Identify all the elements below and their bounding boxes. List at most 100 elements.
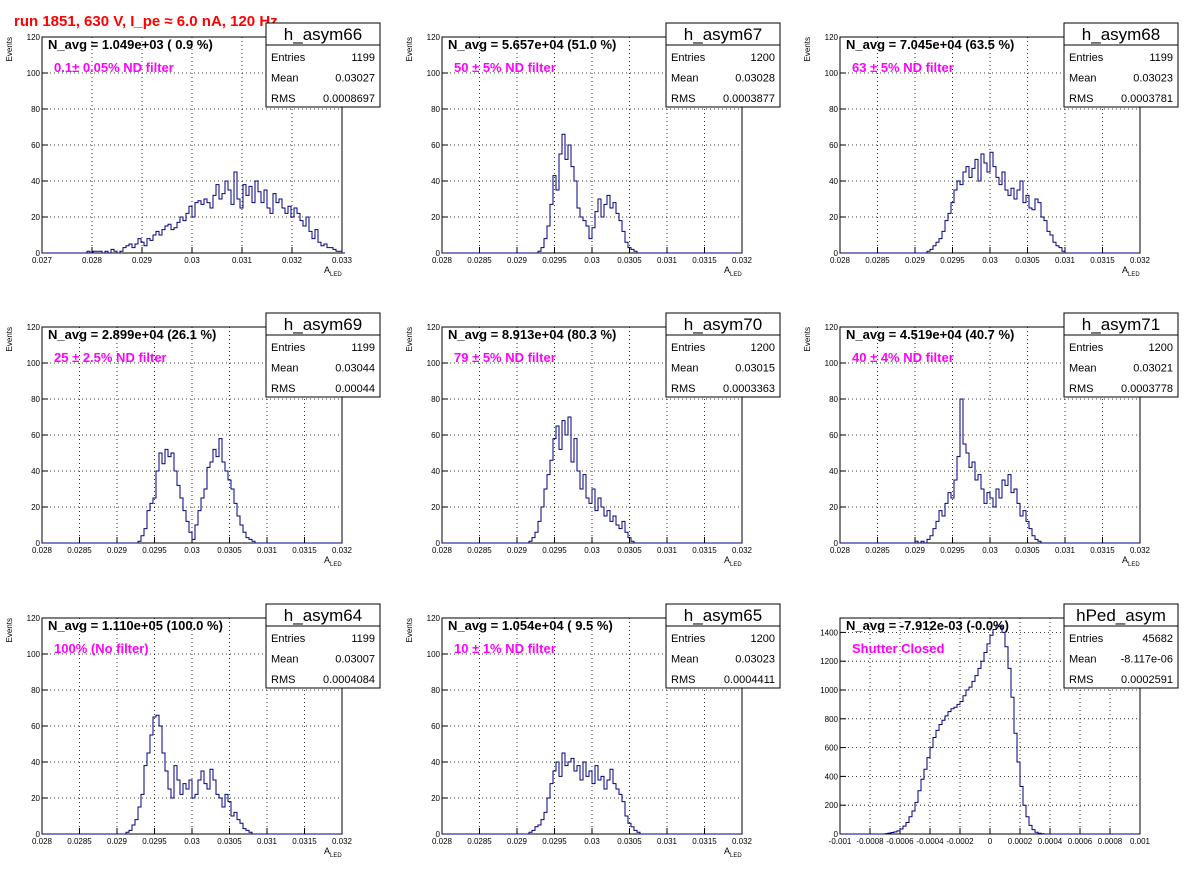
y-tick-label: 20 xyxy=(829,503,838,512)
y-tick-label: 100 xyxy=(825,69,839,78)
stats-mean-label: Mean xyxy=(671,654,699,666)
y-tick-label: 60 xyxy=(31,722,40,731)
histogram-name: h_asym66 xyxy=(284,25,362,44)
x-tick-label: 0.0315 xyxy=(692,546,717,555)
stats-box xyxy=(265,603,381,689)
x-tick-label: 0.028 xyxy=(432,256,453,265)
stats-mean-label: Mean xyxy=(271,654,299,666)
y-axis-label: Events xyxy=(405,327,414,351)
stats-entries-value: 1200 xyxy=(1149,342,1173,354)
y-tick-label: 20 xyxy=(431,503,440,512)
x-tick-label: 0.0305 xyxy=(617,837,642,846)
y-tick-label: 120 xyxy=(27,614,41,623)
y-tick-label: 40 xyxy=(431,177,440,186)
x-tick-label: 0.0285 xyxy=(865,256,890,265)
x-axis-label: A xyxy=(324,265,330,275)
x-axis-label: A xyxy=(1122,555,1128,565)
x-tick-label: 0.029 xyxy=(507,837,528,846)
y-tick-label: 60 xyxy=(431,431,440,440)
histogram-panel-h_asym69: 0.028 0.0285 0.029 0.0295 0.03 0.0305 0.031 0.0… xyxy=(5,312,381,568)
histogram-panel-h_asym64: 0.028 0.0285 0.029 0.0295 0.03 0.0305 0.031 0.0… xyxy=(5,603,381,859)
histogram-name: h_asym65 xyxy=(684,606,762,625)
histogram-series xyxy=(442,752,742,835)
stats-rms-label: RMS xyxy=(271,93,295,105)
y-tick-label: 40 xyxy=(31,467,40,476)
filter-annotation: 0.1± 0.05% ND filter xyxy=(54,60,174,75)
x-tick-label: 0.032 xyxy=(732,546,753,555)
y-tick-label: 0 xyxy=(36,539,41,548)
x-axis-label-subscript: LED xyxy=(1128,272,1140,278)
stats-rms-value: 0.0003781 xyxy=(1121,93,1173,105)
stats-rms-value: 0.0003877 xyxy=(723,93,775,105)
x-tick-label: 0.03 xyxy=(184,256,200,265)
x-tick-label: -0.0002 xyxy=(946,837,974,846)
histogram-series xyxy=(840,624,1140,835)
filter-annotation: 40 ± 4% ND filter xyxy=(852,350,954,365)
histogram-series xyxy=(42,714,342,835)
stats-box xyxy=(665,312,781,398)
y-tick-label: 1400 xyxy=(820,628,838,637)
histogram-panel-h_asym66: 0.027 0.028 0.029 0.03 0.031 0.032 0.033 0 20 40 6… xyxy=(5,22,381,278)
y-tick-label: 20 xyxy=(829,213,838,222)
x-tick-label: -0.001 xyxy=(829,837,852,846)
stats-mean-label: Mean xyxy=(1069,363,1097,375)
x-tick-label: 0.028 xyxy=(32,546,53,555)
navg-label: N_avg = 1.054e+04 ( 9.5 %) xyxy=(448,618,613,633)
y-tick-label: 40 xyxy=(431,467,440,476)
x-tick-label: 0.03 xyxy=(184,837,200,846)
x-tick-label: 0.0315 xyxy=(1090,256,1115,265)
x-tick-label: 0.0295 xyxy=(142,837,167,846)
x-tick-label: 0.0006 xyxy=(1068,837,1093,846)
stats-rms-label: RMS xyxy=(1069,383,1093,395)
x-tick-label: 0.03 xyxy=(584,546,600,555)
filter-annotation: 63 ± 5% ND filter xyxy=(852,60,954,75)
x-tick-label: 0.027 xyxy=(32,256,53,265)
x-tick-label: 0.0295 xyxy=(542,256,567,265)
x-tick-label: 0.0305 xyxy=(617,546,642,555)
y-tick-label: 200 xyxy=(825,801,839,810)
x-tick-label: 0.0295 xyxy=(142,546,167,555)
stats-mean-label: Mean xyxy=(271,73,299,85)
x-tick-label: 0.032 xyxy=(732,256,753,265)
stats-rms-label: RMS xyxy=(1069,674,1093,686)
histogram-panel-h_asym70: 0.028 0.0285 0.029 0.0295 0.03 0.0305 0.031 0.0… xyxy=(405,312,781,568)
histogram-name: h_asym68 xyxy=(1082,25,1160,44)
x-tick-label: -0.0004 xyxy=(916,837,944,846)
stats-entries-value: 45682 xyxy=(1142,633,1173,645)
y-tick-label: 100 xyxy=(427,650,441,659)
filter-annotation: Shutter Closed xyxy=(852,641,945,656)
stats-entries-label: Entries xyxy=(271,633,306,645)
y-tick-label: 100 xyxy=(427,359,441,368)
stats-mean-label: Mean xyxy=(1069,654,1097,666)
x-tick-label: 0.0305 xyxy=(1015,546,1040,555)
y-tick-label: 0 xyxy=(36,249,41,258)
x-tick-label: 0.0315 xyxy=(292,546,317,555)
y-tick-label: 20 xyxy=(31,503,40,512)
x-tick-label: 0.03 xyxy=(982,546,998,555)
y-tick-label: 0 xyxy=(834,249,839,258)
x-tick-label: 0.03 xyxy=(584,837,600,846)
filter-annotation: 25 ± 2.5% ND filter xyxy=(54,350,167,365)
navg-label: N_avg = 8.913e+04 (80.3 %) xyxy=(448,327,616,342)
x-tick-label: 0.0295 xyxy=(940,546,965,555)
stats-rms-value: 0.0003778 xyxy=(1121,383,1173,395)
y-tick-label: 0 xyxy=(36,830,41,839)
y-tick-label: 60 xyxy=(31,431,40,440)
histogram-series xyxy=(42,171,345,254)
x-tick-label: 0.0305 xyxy=(1015,256,1040,265)
y-tick-label: 80 xyxy=(31,105,40,114)
stats-mean-value: 0.03023 xyxy=(1133,73,1173,85)
x-tick-label: 0.029 xyxy=(507,256,528,265)
y-tick-label: 100 xyxy=(27,359,41,368)
stats-rms-label: RMS xyxy=(271,674,295,686)
x-tick-label: 0.031 xyxy=(1055,256,1076,265)
y-tick-label: 40 xyxy=(31,177,40,186)
stats-rms-value: 0.0008697 xyxy=(323,93,375,105)
x-tick-label: 0.028 xyxy=(432,546,453,555)
x-tick-label: 0.029 xyxy=(107,546,128,555)
y-tick-label: 600 xyxy=(825,744,839,753)
x-tick-label: 0.0004 xyxy=(1038,837,1063,846)
stats-mean-value: 0.03044 xyxy=(335,363,375,375)
x-tick-label: 0.001 xyxy=(1130,837,1151,846)
stats-mean-value: 0.03007 xyxy=(335,654,375,666)
